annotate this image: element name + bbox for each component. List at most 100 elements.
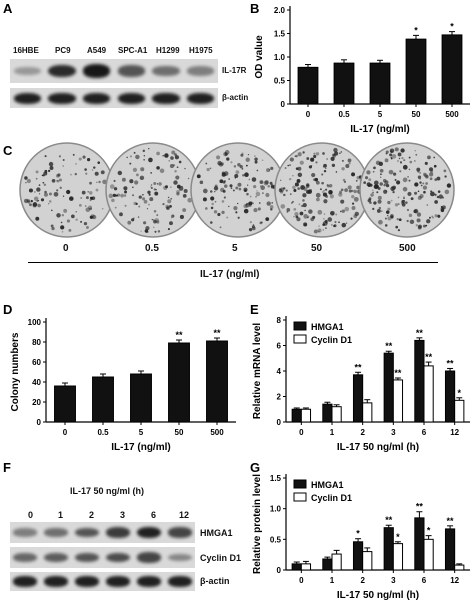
colony-dot xyxy=(86,226,89,229)
colony-dot xyxy=(420,184,423,187)
colony-dot xyxy=(133,201,137,206)
timepoint-label: 3 xyxy=(120,510,126,520)
colony-dot xyxy=(145,226,150,231)
colony-dot xyxy=(32,203,37,208)
colony-dot xyxy=(156,220,160,224)
colony-dot xyxy=(295,167,299,170)
colony-dot xyxy=(237,216,240,219)
x-axis-label: IL-17 50 ng/ml (h) xyxy=(337,442,419,453)
colony-dot xyxy=(392,190,395,194)
colony-dot xyxy=(444,175,447,178)
colony-dot xyxy=(157,230,161,233)
colony-dot xyxy=(82,155,86,159)
colony-dot xyxy=(278,188,283,193)
x-tick-label: 0 xyxy=(306,110,311,119)
colony-dot xyxy=(43,192,48,197)
panel-f-header: IL-17 50 ng/ml (h) xyxy=(70,486,145,496)
colony-dot xyxy=(84,205,87,207)
colony-dot xyxy=(393,172,397,176)
colony-dot xyxy=(43,183,47,187)
colony-dot xyxy=(80,197,83,199)
colony-dot xyxy=(310,157,315,162)
colony-dot xyxy=(289,193,292,195)
colony-dot xyxy=(235,186,239,190)
dose-label: 0 xyxy=(63,243,69,254)
colony-dot xyxy=(402,177,408,183)
colony-dot xyxy=(383,189,388,194)
colony-dot xyxy=(334,151,339,156)
colony-dot xyxy=(313,229,318,234)
blot-band xyxy=(187,92,215,104)
colony-dot xyxy=(48,192,52,196)
colony-dot xyxy=(326,184,329,187)
colony-dot xyxy=(143,221,147,225)
colony-dot xyxy=(34,191,36,193)
colony-dot xyxy=(75,218,78,221)
colony-dot xyxy=(205,162,208,165)
colony-dot xyxy=(129,162,132,165)
colony-dot xyxy=(40,198,45,202)
colony-dot xyxy=(397,229,400,232)
bar-hmga1 xyxy=(383,352,394,423)
colony-dot xyxy=(286,211,289,213)
colony-dot xyxy=(113,179,116,183)
panel-c-xlabel: IL-17 (ng/ml) xyxy=(200,269,260,280)
colony-dot xyxy=(293,188,297,192)
colony-dot xyxy=(284,167,287,169)
colony-dot xyxy=(425,182,428,185)
colony-dot xyxy=(356,185,360,190)
colony-dot xyxy=(325,227,327,229)
x-tick-label: 1 xyxy=(330,576,335,585)
colony-dot xyxy=(434,200,438,204)
significance-mark: * xyxy=(356,529,360,539)
colony-dot xyxy=(62,195,65,197)
colony-dot xyxy=(397,203,400,205)
colony-dot xyxy=(294,155,297,158)
colony-dot xyxy=(338,192,343,197)
colony-dot xyxy=(56,179,58,182)
colony-dot xyxy=(184,167,186,170)
colony-dot xyxy=(237,163,241,167)
y-tick-label: 1.0 xyxy=(270,505,282,514)
blot-band xyxy=(105,576,130,587)
colony-dot xyxy=(334,220,337,224)
legend-swatch xyxy=(293,334,307,344)
colony-dot xyxy=(171,150,176,155)
colony-dot xyxy=(89,196,93,200)
colony-dot xyxy=(385,184,390,188)
colony-dot xyxy=(372,170,375,173)
colony-dot xyxy=(414,149,417,152)
legend-label: HMGA1 xyxy=(311,480,344,490)
x-tick-label: 0 xyxy=(299,428,304,437)
blot-band xyxy=(152,66,180,76)
colony-dot xyxy=(434,214,438,218)
colony-dot xyxy=(324,167,327,170)
colony-dot xyxy=(398,218,402,222)
colony-dot xyxy=(169,205,172,208)
colony-dot xyxy=(394,203,399,207)
colony-dot xyxy=(299,160,304,165)
colony-dot xyxy=(344,188,348,192)
colony-dot xyxy=(247,184,249,186)
colony-dot xyxy=(367,198,372,203)
bar-cyclin-d1 xyxy=(392,379,404,423)
bar-value xyxy=(92,376,114,423)
legend-swatch xyxy=(293,479,307,489)
colony-dot xyxy=(351,172,356,177)
colony-dot xyxy=(91,169,94,171)
significance-mark: ** xyxy=(385,515,393,525)
lane-label: 16HBE xyxy=(13,46,39,55)
colony-dot xyxy=(232,189,235,192)
colony-dot xyxy=(178,186,184,191)
colony-dot xyxy=(423,190,426,194)
lane-label: PC9 xyxy=(55,46,71,55)
colony-dot xyxy=(211,202,214,206)
colony-dot xyxy=(60,225,65,230)
colony-dot xyxy=(233,205,238,211)
colony-dot xyxy=(318,225,320,227)
bar-cyclin-d1 xyxy=(423,365,434,423)
colony-dot xyxy=(85,196,89,200)
colony-dot xyxy=(123,186,128,191)
blot-band xyxy=(48,64,76,78)
colony-dot xyxy=(138,205,141,208)
